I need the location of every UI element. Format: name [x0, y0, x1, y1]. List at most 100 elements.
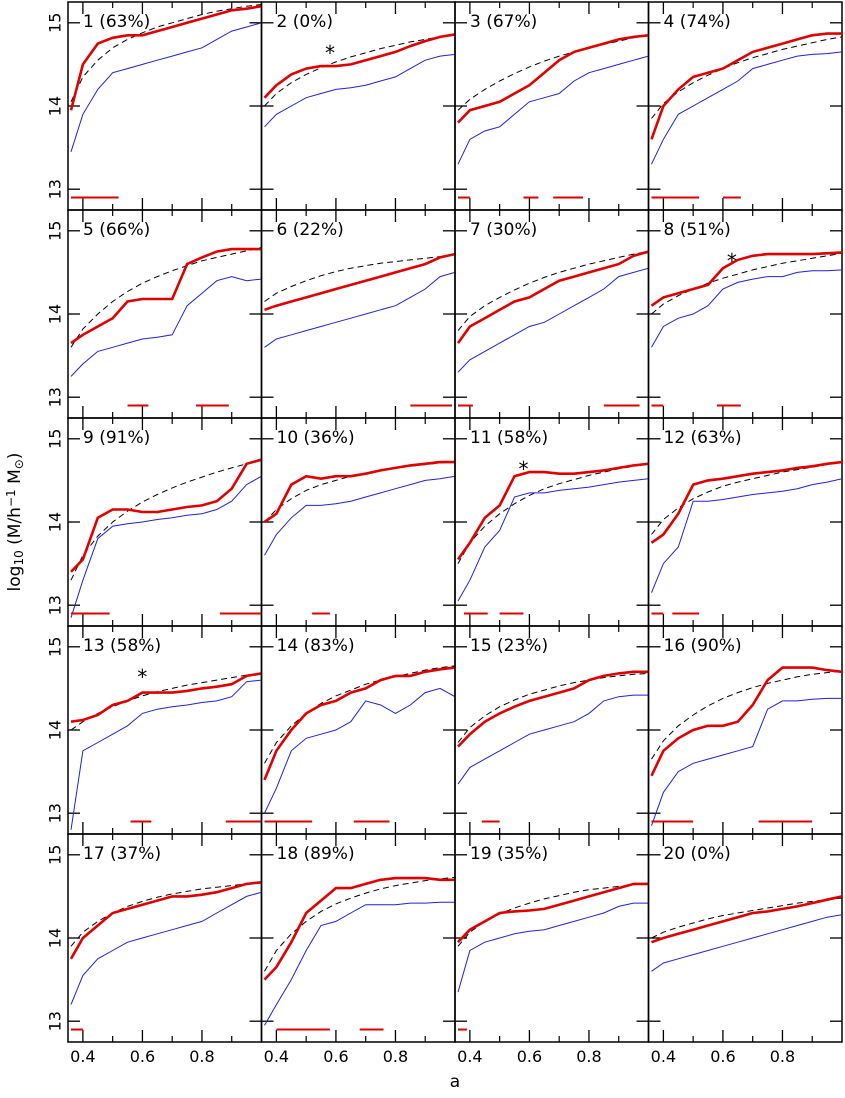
panel-plot-area: [650, 32, 842, 199]
blue-curve: [651, 51, 842, 165]
panel-frame: [454, 625, 650, 835]
panel-plot-area: [457, 670, 649, 823]
dashed-curve: [70, 4, 262, 103]
dashed-curve: [457, 251, 649, 331]
panel-plot-area: [650, 666, 842, 826]
y-tick-label: 13: [46, 595, 65, 615]
panel-frame: [647, 209, 843, 419]
blue-curve: [651, 697, 842, 826]
y-tick-label: 15: [46, 845, 65, 865]
dashed-curve: [70, 882, 262, 947]
blue-curve: [457, 478, 649, 602]
red-curve: [263, 666, 455, 781]
panel-12: 12 (63%): [647, 417, 843, 627]
red-curve: [263, 876, 455, 981]
panel-7: 7 (30%): [454, 209, 650, 419]
dashed-curve: [264, 876, 455, 972]
panel-13: * 13 (58%) 13 14 15: [46, 625, 263, 835]
x-tick-label: 0.4: [651, 1047, 676, 1066]
panel-plot-area: [263, 460, 455, 615]
y-tick-label: 15: [46, 429, 65, 449]
dashed-curve: [651, 252, 842, 315]
dashed-curve: [457, 463, 649, 564]
y-tick-label: 14: [46, 96, 65, 116]
red-curve: [456, 250, 649, 344]
y-tick-label: 14: [46, 304, 65, 324]
red-curve: [70, 458, 262, 573]
panel-18: 18 (89%) 0.4 0.6 0.8: [260, 833, 456, 1066]
red-curve: [263, 33, 455, 99]
blue-curve: [70, 475, 262, 618]
dashed-curve: [70, 459, 262, 581]
dashed-curve: [651, 897, 842, 939]
panel-plot-area: [651, 895, 842, 972]
panel-label: 19 (35%): [470, 844, 548, 864]
red-curve: [457, 882, 649, 944]
y-tick-label: 15: [46, 13, 65, 33]
panel-20: 20 (0%) 0.4 0.6 0.8: [647, 833, 843, 1066]
x-tick-label: 0.8: [383, 1047, 408, 1066]
panel-plot-area: [457, 882, 649, 1031]
panel-frame: [647, 833, 843, 1043]
red-curve: [651, 895, 842, 944]
blue-curve: [70, 22, 262, 152]
panel-frame: [67, 209, 263, 419]
dashed-curve: [70, 672, 262, 731]
x-axis-title: a: [450, 1072, 460, 1092]
dashed-curve: [70, 246, 262, 348]
panel-label: 5 (66%): [83, 220, 150, 240]
panel-4: 4 (74%): [647, 1, 843, 211]
dashed-curve: [264, 254, 455, 302]
x-tick-label: 0.8: [576, 1047, 601, 1066]
dashed-curve: [264, 665, 455, 764]
panel-plot-area: [263, 33, 455, 128]
blue-curve: [457, 694, 649, 785]
red-curve: [457, 34, 649, 124]
x-tick-label: 0.6: [130, 1047, 155, 1066]
dashed-curve: [651, 670, 842, 760]
panel-plot-area: [457, 34, 649, 199]
panel-label: 3 (67%): [470, 12, 537, 32]
panel-8: * 8 (51%): [647, 209, 843, 419]
panel-frame: [647, 625, 843, 835]
red-curve: [457, 670, 649, 748]
red-curve: [264, 252, 455, 312]
panel-label: 7 (30%): [470, 220, 537, 240]
panel-label: 18 (89%): [277, 844, 355, 864]
dashed-curve: [457, 34, 649, 111]
y-tick-label: 14: [46, 512, 65, 532]
y-tick-label: 13: [46, 179, 65, 199]
x-tick-label: 0.8: [770, 1047, 795, 1066]
panel-plot-area: [263, 876, 455, 1031]
panel-label: 8 (51%): [664, 220, 731, 240]
panel-frame: [67, 833, 263, 1043]
blue-curve: [651, 478, 842, 593]
panel-label: 9 (91%): [83, 428, 150, 448]
panel-10: 10 (36%): [260, 417, 456, 627]
blue-curve: [264, 687, 455, 814]
panel-label: 4 (74%): [664, 12, 731, 32]
panel-frame: [647, 1, 843, 211]
panel-frame: [454, 417, 650, 627]
star-marker: *: [325, 41, 335, 65]
blue-curve: [264, 53, 455, 128]
panel-plot-area: [70, 458, 262, 618]
panel-frame: [647, 417, 843, 627]
red-curve: [650, 460, 842, 544]
red-curve: [650, 666, 842, 777]
panel-14: 14 (83%): [260, 625, 456, 835]
panel-label: 2 (0%): [277, 12, 333, 32]
panel-frame: [260, 209, 456, 419]
panel-plot-area: [263, 665, 455, 823]
y-tick-label: 13: [46, 387, 65, 407]
panel-frame: [67, 1, 263, 211]
axis-titles: a log10 (M/h−1 M⊙): [4, 453, 460, 1092]
panel-plot-area: [70, 246, 262, 407]
red-curve: [456, 462, 649, 561]
blue-curve: [70, 679, 262, 830]
panel-plot-area: [264, 252, 455, 407]
dashed-curve: [651, 461, 842, 535]
blue-curve: [457, 267, 649, 373]
x-tick-label: 0.4: [264, 1047, 289, 1066]
